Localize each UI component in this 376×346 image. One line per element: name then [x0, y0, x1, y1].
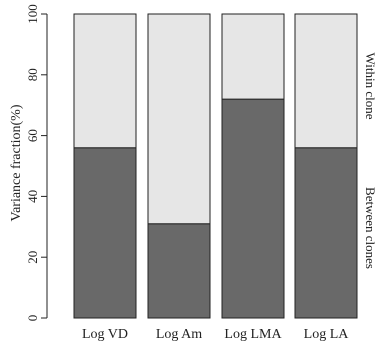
- bar-within-0: [73, 13, 137, 149]
- x-category-label-3: Log LA: [304, 327, 350, 342]
- bar-between-3: [294, 147, 358, 319]
- side-label-within-clone: Within clone: [363, 53, 376, 120]
- y-tick-label-100: 100: [25, 4, 40, 24]
- y-tick-label-0: 0: [25, 315, 40, 322]
- bar-between-1: [147, 223, 211, 319]
- bar-within-1: [147, 13, 211, 225]
- y-axis-title: Variance fraction(%): [9, 104, 24, 221]
- side-label-between-clones: Between clones: [363, 187, 376, 269]
- chart-marks: 0 20 40 60 80 100 Log VD Log Am Log LMA Log LA: [25, 4, 358, 342]
- bar-within-3: [294, 13, 358, 149]
- y-tick-label-80: 80: [25, 68, 40, 81]
- x-category-label-1: Log Am: [156, 327, 202, 342]
- x-category-label-2: Log LMA: [224, 327, 282, 342]
- x-category-label-0: Log VD: [82, 327, 128, 342]
- y-tick-label-60: 60: [25, 129, 40, 142]
- bar-within-2: [221, 13, 285, 100]
- y-tick-label-20: 20: [25, 251, 40, 264]
- y-tick-label-40: 40: [25, 190, 40, 203]
- bar-between-0: [73, 147, 137, 319]
- bar-between-2: [221, 98, 285, 319]
